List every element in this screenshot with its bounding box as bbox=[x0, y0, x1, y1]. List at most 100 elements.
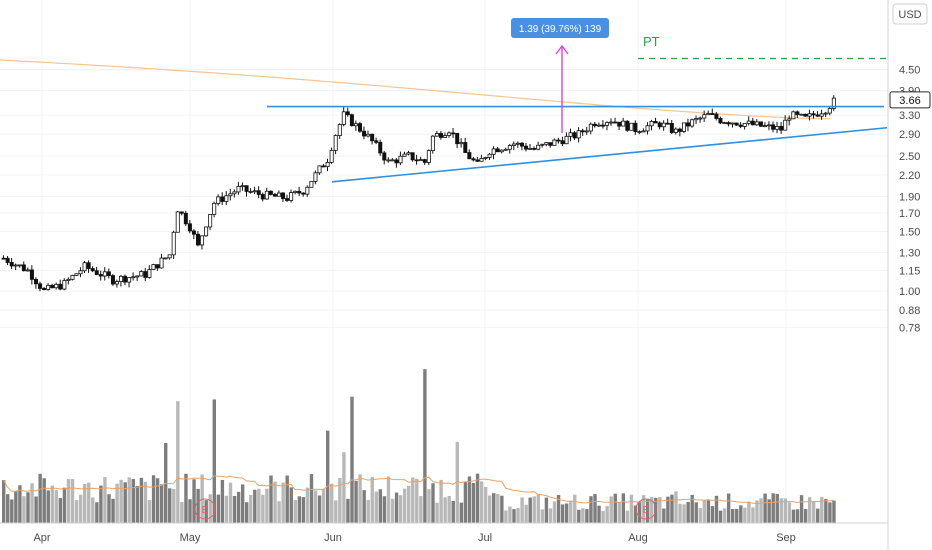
candle bbox=[394, 157, 399, 168]
candle bbox=[548, 142, 553, 148]
volume-bar bbox=[544, 497, 549, 523]
candle bbox=[787, 115, 792, 126]
volume-bar bbox=[180, 501, 184, 523]
volume-bar bbox=[556, 494, 561, 523]
measure-label-box bbox=[511, 18, 609, 38]
volume-bar bbox=[273, 481, 277, 523]
candle bbox=[115, 279, 120, 288]
price-axis[interactable]: 4.503.903.302.902.502.201.901.701.501.30… bbox=[899, 65, 920, 335]
volume-bar bbox=[820, 496, 824, 523]
volume-bar bbox=[694, 502, 698, 523]
candle bbox=[94, 266, 99, 276]
volume-bar bbox=[74, 500, 79, 523]
volume-bar bbox=[816, 508, 820, 523]
volume-bar bbox=[398, 495, 403, 523]
volume-bar bbox=[220, 479, 225, 523]
volume-bar bbox=[585, 509, 589, 523]
candle bbox=[297, 186, 302, 197]
candle bbox=[50, 283, 55, 289]
volume-bar bbox=[338, 478, 342, 523]
candle bbox=[807, 109, 812, 121]
candle bbox=[378, 139, 383, 156]
candle bbox=[467, 149, 472, 160]
volume-bar bbox=[483, 486, 488, 523]
candle bbox=[726, 121, 731, 127]
volume-bar bbox=[188, 499, 192, 523]
candle bbox=[669, 120, 674, 135]
volume-bar bbox=[670, 494, 674, 523]
candle bbox=[325, 158, 330, 172]
volume-bar bbox=[492, 493, 496, 523]
candle bbox=[236, 181, 241, 195]
volume-bar bbox=[508, 506, 512, 523]
candle bbox=[767, 121, 772, 131]
volume-bar bbox=[204, 500, 208, 523]
candle bbox=[815, 111, 820, 118]
volume-bar bbox=[196, 488, 200, 523]
volume-bar bbox=[423, 369, 427, 523]
volume-bar bbox=[690, 494, 694, 523]
volume-bar bbox=[265, 488, 269, 523]
candle bbox=[204, 226, 209, 237]
volume-bar bbox=[26, 492, 30, 523]
candle bbox=[406, 150, 411, 156]
candle bbox=[305, 185, 310, 197]
candle bbox=[293, 190, 298, 195]
volume-bar bbox=[269, 475, 273, 523]
volume-bar bbox=[143, 481, 148, 523]
candle bbox=[139, 270, 144, 277]
volume-bar bbox=[257, 488, 261, 523]
volume-bar bbox=[637, 501, 642, 523]
candle bbox=[520, 141, 525, 151]
candle bbox=[503, 147, 508, 151]
volume-bar bbox=[520, 497, 524, 523]
volume-bar bbox=[261, 494, 265, 523]
currency-badge[interactable]: USD bbox=[892, 3, 928, 25]
y-tick-label: 1.00 bbox=[899, 286, 920, 298]
volume-bar bbox=[330, 483, 334, 523]
candle bbox=[224, 191, 229, 206]
candle bbox=[819, 109, 824, 120]
candle bbox=[645, 122, 650, 135]
candle bbox=[281, 192, 286, 202]
volume-moving-average-line bbox=[3, 475, 834, 505]
volume-bar bbox=[832, 500, 836, 523]
volume-bar bbox=[633, 505, 638, 523]
candle bbox=[544, 142, 549, 147]
candle bbox=[811, 110, 816, 119]
candle bbox=[232, 189, 237, 198]
measure-annotation[interactable]: 1.39 (39.76%) 139 bbox=[511, 18, 609, 133]
earnings-marker-1[interactable]: E bbox=[194, 498, 216, 520]
volume-bar bbox=[759, 498, 763, 523]
volume-bar bbox=[686, 501, 690, 523]
volume-bar bbox=[42, 478, 46, 523]
candle bbox=[540, 143, 545, 148]
volume-bar bbox=[111, 498, 115, 523]
x-tick-label: Aug bbox=[628, 532, 648, 544]
candle bbox=[451, 128, 456, 138]
volume-bar bbox=[698, 507, 702, 523]
volume-bar bbox=[176, 401, 180, 523]
volume-bar bbox=[710, 506, 715, 523]
volume-bar bbox=[564, 503, 569, 523]
volume-bar bbox=[119, 479, 123, 523]
volume-bar bbox=[504, 510, 508, 523]
candle bbox=[62, 278, 67, 291]
support-trend-line[interactable] bbox=[331, 126, 888, 183]
volume-bar bbox=[601, 510, 605, 523]
time-axis[interactable]: Apr May Jun Jul Aug Sep bbox=[33, 532, 795, 544]
candle bbox=[775, 121, 780, 134]
candle bbox=[390, 157, 395, 162]
volume-bar bbox=[309, 474, 314, 523]
volume-bars bbox=[2, 369, 836, 523]
candle bbox=[592, 121, 597, 128]
candle bbox=[710, 108, 715, 115]
volume-bar bbox=[573, 494, 577, 523]
earnings-marker-2[interactable]: E bbox=[635, 498, 657, 520]
volume-bar bbox=[512, 509, 516, 523]
candle bbox=[86, 260, 91, 273]
candle bbox=[90, 266, 95, 273]
earnings-marker-label-1: E bbox=[202, 505, 209, 516]
candle bbox=[625, 120, 630, 132]
